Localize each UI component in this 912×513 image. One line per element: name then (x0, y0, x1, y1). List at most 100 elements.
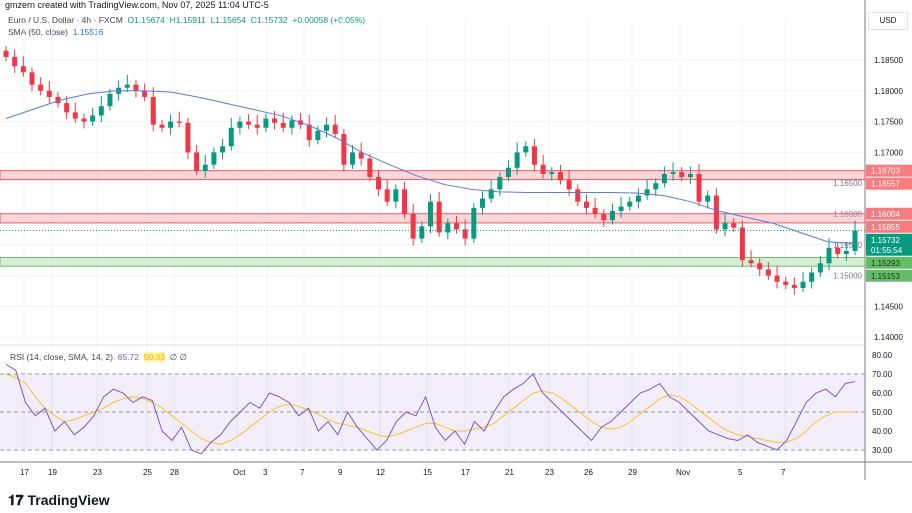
bullish-candle (428, 201, 433, 227)
bearish-candle (12, 56, 18, 67)
support-price-tag (866, 269, 912, 282)
time-tick-label: 3 (263, 468, 268, 477)
bearish-candle (791, 284, 797, 288)
bearish-candle (159, 124, 165, 128)
bullish-candle (618, 206, 624, 211)
bearish-candle (774, 275, 780, 282)
bearish-candle (376, 177, 382, 190)
time-tick-label: 17 (461, 468, 470, 477)
bearish-candle (142, 90, 148, 97)
bearish-candle (731, 223, 737, 228)
price-tick-label: 1.17500 (874, 118, 903, 127)
bullish-candle (419, 226, 425, 239)
sma-value: 1.15516 (72, 27, 104, 37)
bullish-candle (609, 210, 615, 221)
bullish-candle (324, 124, 330, 131)
bearish-candle (713, 195, 719, 230)
rsi-line (5, 364, 856, 455)
bearish-candle (72, 112, 78, 119)
bearish-candle (765, 269, 771, 276)
bearish-candle (64, 103, 70, 113)
bullish-candle (393, 189, 399, 202)
time-tick-label: 15 (423, 468, 432, 477)
bearish-candle (531, 146, 537, 165)
time-tick-label: 21 (505, 468, 514, 477)
bearish-candle (306, 124, 312, 141)
bearish-candle (592, 207, 598, 214)
resistance-price-tag (866, 220, 912, 233)
bullish-candle (289, 120, 295, 128)
bullish-candle (705, 195, 711, 202)
price-tick-label: 1.14500 (874, 302, 903, 311)
resistance-price-label: 1.15855 (871, 223, 900, 232)
current-price-label: 1.15732 (871, 236, 900, 245)
bearish-candle (332, 124, 338, 134)
bullish-candle (107, 93, 113, 107)
time-tick-label: Nov (676, 468, 690, 477)
price-tick-label: 1.16500 (833, 179, 862, 188)
tv-logo-icon: 𝟏𝟕 (8, 492, 24, 508)
bearish-candle (557, 172, 563, 181)
bullish-candle (237, 121, 243, 128)
bullish-candle (98, 106, 104, 116)
bullish-candle (800, 281, 806, 288)
price-tick-label: 1.16000 (833, 210, 862, 219)
rsi-tick-label: 70.00 (872, 370, 893, 379)
bearish-candle (185, 122, 191, 153)
price-tick-label: 1.18500 (874, 56, 903, 65)
price-tick-label: 1.17000 (874, 148, 903, 157)
bullish-candle (315, 130, 321, 141)
resistance-price-label: 1.16557 (871, 180, 900, 189)
resistance-price-label: 1.16703 (871, 167, 900, 176)
time-tick-label: 29 (628, 468, 637, 477)
bearish-candle (341, 133, 347, 165)
rsi-legend: RSI (14, close, SMA, 14, 2) 65.72 50.33 … (10, 352, 187, 363)
bullish-candle (809, 272, 815, 282)
sma-label[interactable]: SMA (50, close) (8, 27, 68, 37)
logo-text: TradingView (27, 492, 110, 508)
bearish-candle (453, 223, 459, 230)
time-tick-label: 17 (20, 468, 29, 477)
time-tick-label: 7 (781, 468, 786, 477)
rsi-tick-label: 60.00 (872, 389, 893, 398)
bearish-candle (757, 263, 763, 270)
rsi-value: 65.72 (117, 352, 139, 362)
bearish-candle (436, 201, 442, 233)
bearish-candle (29, 72, 35, 85)
price-tick-label: 1.15000 (833, 272, 862, 281)
time-tick-label: 28 (170, 468, 179, 477)
resistance-price-label: 1.16004 (871, 210, 900, 219)
bullish-candle (350, 152, 356, 165)
bullish-candle (523, 146, 529, 153)
symbol-name[interactable]: Euro / U.S. Dollar · 4h · FXCM (8, 15, 123, 25)
ohlc-high: H1.15911 (169, 15, 206, 25)
chart-attribution: gmzern created with TradingView.com, Nov… (5, 0, 269, 10)
bearish-candle (20, 66, 26, 73)
bearish-candle (384, 189, 390, 202)
bearish-candle (679, 172, 685, 178)
bullish-candle (202, 164, 208, 171)
bearish-candle (176, 121, 182, 123)
bearish-candle (280, 122, 286, 128)
bullish-candle (852, 230, 858, 251)
bearish-candle (462, 229, 468, 239)
bullish-candle (514, 152, 520, 168)
rsi-sma-value: 50.33 (143, 352, 166, 362)
ohlc-change: +0.00058 (+0.05%) (292, 15, 366, 25)
rsi-label[interactable]: RSI (14, close, SMA, 14, 2) (10, 352, 113, 362)
bullish-candle (817, 263, 823, 273)
time-tick-label: 7 (300, 468, 305, 477)
bullish-candle (124, 84, 130, 88)
rsi-band-fill (0, 374, 865, 450)
bullish-candle (687, 173, 693, 178)
bullish-candle (168, 121, 174, 128)
sma-line (5, 90, 856, 245)
currency-button[interactable]: USD (868, 12, 908, 30)
bearish-candle (254, 124, 260, 128)
bearish-candle (410, 214, 416, 239)
bullish-candle (505, 167, 511, 178)
current-price-tag (866, 233, 912, 256)
time-tick-label: 19 (48, 468, 57, 477)
bearish-candle (601, 214, 607, 221)
